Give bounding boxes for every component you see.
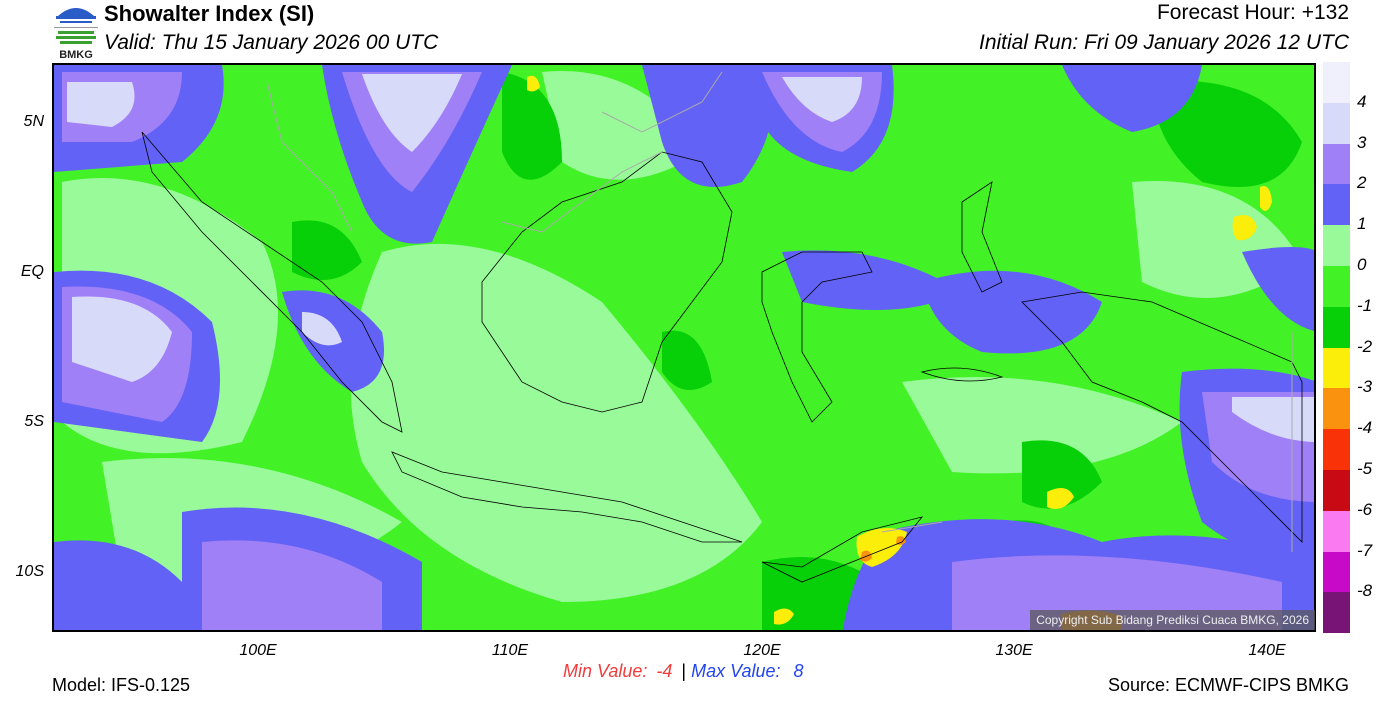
- colorbar-label: 3: [1357, 132, 1367, 152]
- yellow-regions: [527, 75, 1272, 625]
- colorbar-label: 4: [1357, 91, 1367, 111]
- coastlines: [141, 131, 1303, 583]
- colorbar-bin: [1323, 510, 1350, 552]
- valid-time: Valid: Thu 15 January 2026 00 UTC: [104, 31, 439, 54]
- model-label: Model: IFS-0.125: [52, 675, 191, 695]
- lon-label-120e: 120E: [743, 642, 781, 659]
- colorbar-bin: [1323, 62, 1350, 103]
- colorbar: [1323, 62, 1350, 634]
- colorbar-bin: [1323, 184, 1350, 226]
- colorbar-label: -8: [1357, 581, 1373, 601]
- colorbar-label: -6: [1357, 499, 1373, 519]
- colorbar-label: -3: [1357, 377, 1373, 397]
- colorbar-label: -7: [1357, 540, 1373, 560]
- colorbar-bin: [1323, 306, 1350, 348]
- colorbar-label: -2: [1357, 336, 1373, 356]
- colorbar-bin: [1323, 592, 1350, 634]
- lon-label-100e: 100E: [239, 642, 277, 659]
- separator: |: [681, 661, 687, 681]
- colorbar-label: 1: [1357, 214, 1367, 234]
- colorbar-label: -1: [1357, 295, 1373, 315]
- forecast-hour: Forecast Hour: +132: [1156, 1, 1349, 24]
- max-value: 8: [793, 661, 804, 681]
- colorbar-label: 0: [1357, 255, 1367, 274]
- min-max-values: Min Value: -4 | Max Value: 8: [563, 661, 804, 682]
- lon-label-110e: 110E: [491, 642, 529, 659]
- colorbar-bin: [1323, 143, 1350, 185]
- colorbar-bin: [1323, 102, 1350, 144]
- colorbar-bin: [1323, 388, 1350, 430]
- colorbar-bin: [1323, 551, 1350, 593]
- source-label: Source: ECMWF-CIPS BMKG: [1107, 675, 1349, 695]
- initial-run: Initial Run: Fri 09 January 2026 12 UTC: [978, 31, 1349, 54]
- bmkg-logo: BMKG: [52, 2, 100, 61]
- lat-label-5s: 5S: [24, 413, 44, 430]
- map-field: [54, 65, 1314, 630]
- lat-label-eq: EQ: [20, 263, 44, 280]
- copyright-notice: Copyright Sub Bidang Prediksi Cuaca BMKG…: [1030, 610, 1315, 630]
- lat-label-5n: 5N: [23, 113, 44, 130]
- colorbar-bin: [1323, 225, 1350, 266]
- min-label: Min Value:: [563, 661, 648, 681]
- chart-title: Showalter Index (SI): [104, 1, 315, 26]
- colorbar-label: 2: [1357, 173, 1367, 193]
- lon-label-140e: 140E: [1248, 642, 1286, 659]
- colorbar-bin: [1323, 347, 1350, 389]
- colorbar-bin: [1323, 429, 1350, 470]
- colorbar-bin: [1323, 469, 1350, 511]
- showalter-index-map: [52, 63, 1316, 632]
- colorbar-label: -4: [1357, 418, 1373, 438]
- max-label: Max Value:: [691, 661, 781, 681]
- lavender-regions: [67, 74, 1314, 442]
- min-value: -4: [656, 661, 673, 681]
- lon-label-130e: 130E: [995, 642, 1033, 659]
- colorbar-label: -5: [1357, 459, 1373, 478]
- colorbar-bin: [1323, 265, 1350, 307]
- lat-label-10s: 10S: [15, 563, 44, 580]
- svg-text:BMKG: BMKG: [59, 49, 93, 60]
- borders: [266, 71, 1293, 552]
